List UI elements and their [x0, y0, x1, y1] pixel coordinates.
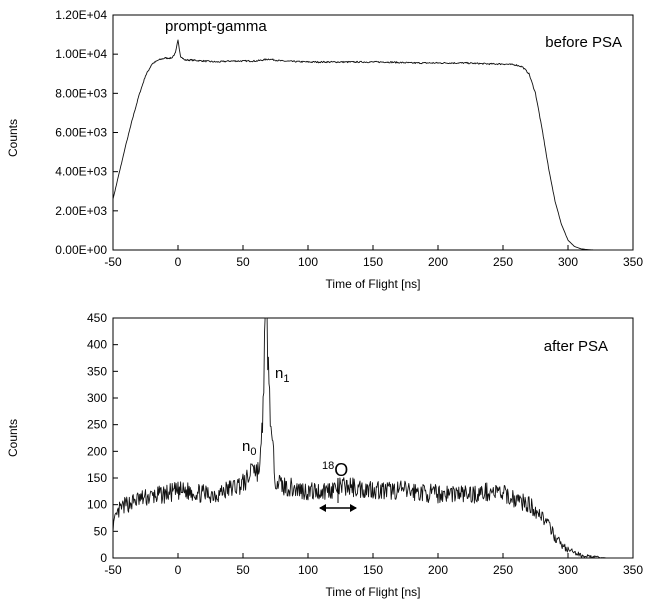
- y-tick-label: 250: [87, 418, 107, 432]
- y-tick-label: 8.00E+03: [55, 86, 107, 100]
- axis-ticks-top: -50 0 50 100 150 200 250 300 350 0.00E+00 2.00E+03…: [55, 8, 643, 269]
- x-tick-label: 100: [298, 563, 318, 577]
- series-line-before-psa: [112, 39, 633, 251]
- y-tick-label: 4.00E+03: [55, 165, 107, 179]
- y-tick-label: 6.00E+03: [55, 126, 107, 140]
- y-tick-label: 300: [87, 391, 107, 405]
- y-tick-label: 0: [100, 551, 107, 565]
- annotation-n1-main: n: [275, 365, 283, 382]
- annotation-prompt-gamma: prompt-gamma: [165, 18, 267, 35]
- annotation-n1-sub: 1: [283, 373, 289, 385]
- x-tick-label: 50: [236, 563, 250, 577]
- y-tick-label: 50: [94, 524, 108, 538]
- x-axis-title-top: Time of Flight [ns]: [326, 277, 421, 291]
- chart-panel-bottom: -50 0 50 100 150 200 250 300 3500501001502002503…: [6, 311, 643, 599]
- x-axis-title-bottom: Time of Flight [ns]: [326, 585, 421, 599]
- annotation-18o-sup: 18: [322, 460, 334, 472]
- arrow-head-right: [350, 504, 357, 512]
- annotation-18o: 18O: [322, 460, 348, 480]
- x-tick-label: 300: [558, 255, 578, 269]
- y-tick-label: 450: [87, 311, 107, 325]
- panel-label-after-psa: after PSA: [544, 338, 608, 355]
- x-tick-label: 350: [623, 255, 643, 269]
- annotation-18o-range-arrow: [319, 478, 357, 512]
- y-tick-label: 2.00E+03: [55, 204, 107, 218]
- y-tick-label: 400: [87, 338, 107, 352]
- x-tick-label: 100: [298, 255, 318, 269]
- annotation-n1: n1: [275, 365, 289, 385]
- x-tick-label: 350: [623, 563, 643, 577]
- chart-panel-top: -50 0 50 100 150 200 250 300 350 0.00E+00 2.00E+03…: [6, 8, 643, 291]
- y-tick-label: 1.00E+04: [55, 47, 107, 61]
- y-axis-title-top: Counts: [6, 119, 20, 157]
- annotation-n0-sub: 0: [250, 446, 256, 458]
- x-tick-label: -50: [104, 563, 122, 577]
- y-tick-label: 100: [87, 498, 107, 512]
- annotation-n0-main: n: [242, 438, 250, 455]
- panel-label-before-psa: before PSA: [545, 34, 622, 51]
- arrow-head-left: [319, 504, 326, 512]
- y-tick-label: 350: [87, 364, 107, 378]
- y-tick-label: 0.00E+00: [55, 243, 107, 257]
- annotation-n0: n0: [242, 438, 256, 458]
- x-tick-label: 150: [363, 563, 383, 577]
- y-axis-title-bottom: Counts: [6, 419, 20, 457]
- x-tick-label: -50: [104, 255, 122, 269]
- y-tick-label: 1.20E+04: [55, 8, 107, 22]
- x-tick-label: 200: [428, 563, 448, 577]
- x-tick-label: 150: [363, 255, 383, 269]
- x-tick-label: 250: [493, 563, 513, 577]
- series-line-after-psa: [112, 317, 633, 559]
- x-tick-label: 0: [175, 255, 182, 269]
- x-tick-label: 250: [493, 255, 513, 269]
- x-tick-label: 0: [175, 563, 182, 577]
- y-tick-label: 150: [87, 471, 107, 485]
- x-tick-label: 50: [236, 255, 250, 269]
- annotation-18o-main: O: [334, 460, 348, 480]
- axis-ticks-bottom: -50 0 50 100 150 200 250 300 3500501001502002503…: [87, 311, 643, 577]
- x-tick-label: 200: [428, 255, 448, 269]
- y-tick-label: 200: [87, 444, 107, 458]
- x-tick-label: 300: [558, 563, 578, 577]
